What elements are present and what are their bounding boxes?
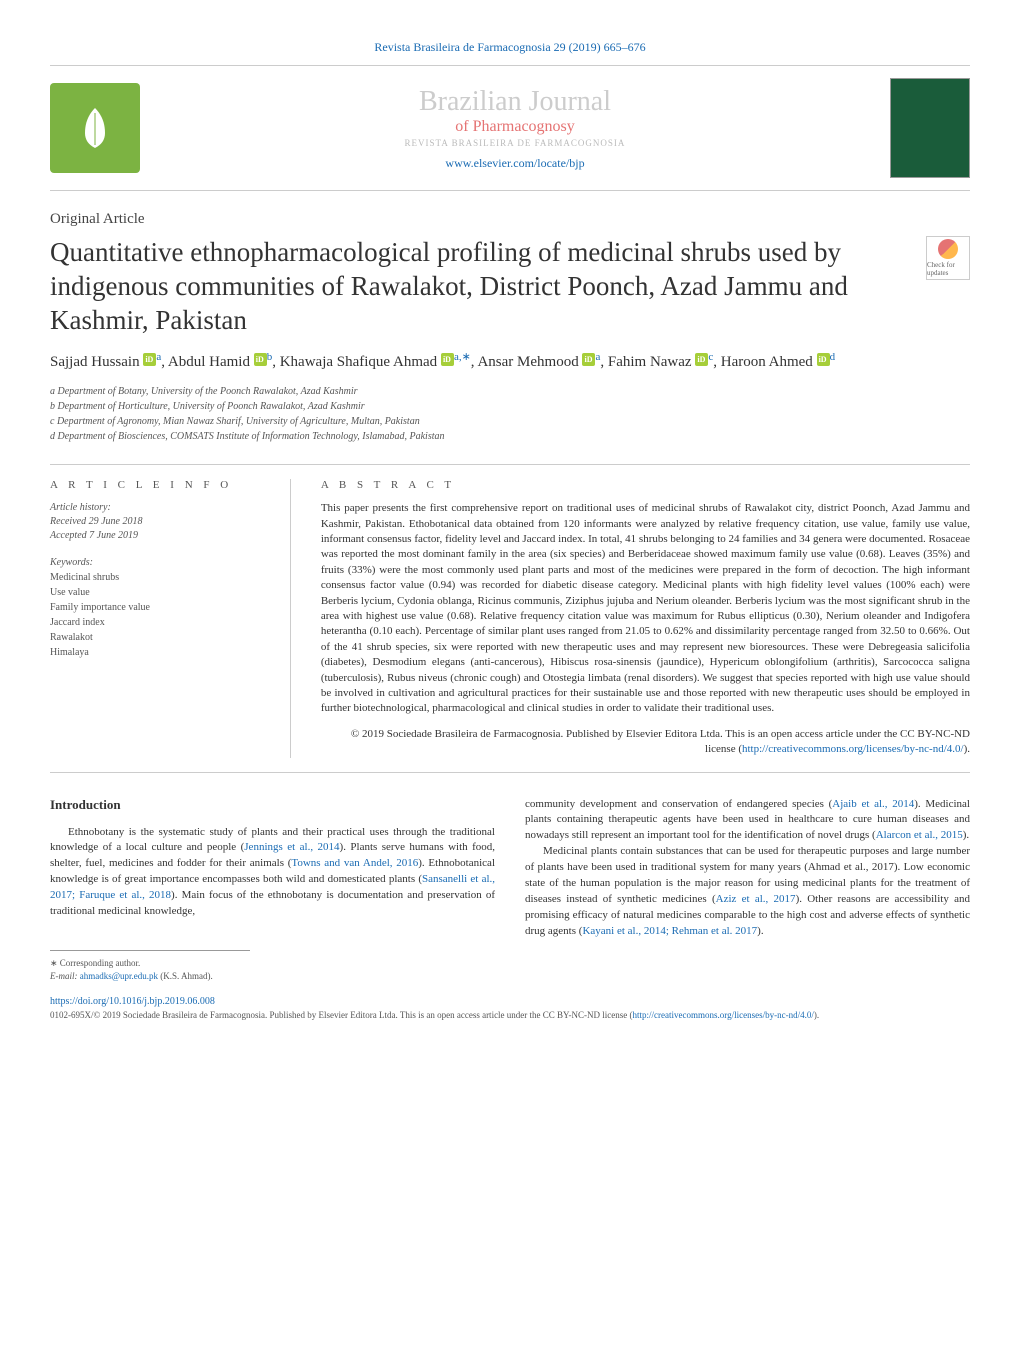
author-6: , Haroon Ahmed: [713, 354, 813, 370]
article-title: Quantitative ethnopharmacological profil…: [50, 236, 906, 337]
orcid-icon[interactable]: [695, 353, 708, 366]
journal-banner: Brazilian Journal of Pharmacognosy REVIS…: [50, 65, 970, 191]
journal-cover-thumb: [890, 78, 970, 178]
intro-left-col: Introduction Ethnobotany is the systemat…: [50, 797, 495, 983]
footer-cc-link[interactable]: http://creativecommons.org/licenses/by-n…: [633, 1010, 814, 1020]
author-3-aff: a,∗: [454, 351, 471, 363]
intro-heading: Introduction: [50, 797, 495, 813]
keyword: Family importance value: [50, 600, 270, 615]
author-5: , Fahim Nawaz: [600, 354, 691, 370]
corresp-star: ∗ Corresponding author.: [50, 957, 250, 970]
citation-link[interactable]: Kayani et al., 2014; Rehman et al. 2017: [582, 925, 757, 937]
intro-p3: Medicinal plants contain substances that…: [525, 844, 970, 940]
accepted-date: Accepted 7 June 2019: [50, 529, 270, 543]
banner-center: Brazilian Journal of Pharmacognosy REVIS…: [140, 86, 890, 171]
citation-line: Revista Brasileira de Farmacognosia 29 (…: [50, 40, 970, 55]
orcid-icon[interactable]: [143, 353, 156, 366]
author-2: , Abdul Hamid: [161, 354, 250, 370]
affiliation-c: c Department of Agronomy, Mian Nawaz Sha…: [50, 414, 970, 429]
author-3: , Khawaja Shafique Ahmad: [272, 354, 437, 370]
keyword: Medicinal shrubs: [50, 570, 270, 585]
article-history: Article history: Received 29 June 2018 A…: [50, 501, 270, 543]
journal-revista: REVISTA BRASILEIRA DE FARMACOGNOSIA: [140, 138, 890, 148]
orcid-icon[interactable]: [817, 353, 830, 366]
orcid-icon[interactable]: [254, 353, 267, 366]
text-span: ).: [963, 829, 969, 841]
footer-copy-end: ).: [814, 1010, 819, 1020]
affiliation-a: a Department of Botany, University of th…: [50, 384, 970, 399]
abstract-text: This paper presents the first comprehens…: [321, 501, 970, 716]
keywords-label: Keywords:: [50, 557, 270, 568]
text-span: ).: [757, 925, 763, 937]
received-date: Received 29 June 2018: [50, 515, 270, 529]
corresp-email-line: E-mail: ahmadks@upr.edu.pk (K.S. Ahmad).: [50, 970, 250, 983]
author-6-aff: d: [830, 351, 836, 363]
keyword: Use value: [50, 585, 270, 600]
affiliation-d: d Department of Biosciences, COMSATS Ins…: [50, 429, 970, 444]
crossmark-label: Check for updates: [927, 261, 969, 277]
keyword: Himalaya: [50, 645, 270, 660]
citation-link[interactable]: Ajaib et al., 2014: [832, 798, 914, 810]
footer-copy-text: 0102-695X/© 2019 Sociedade Brasileira de…: [50, 1010, 633, 1020]
intro-p2: community development and conservation o…: [525, 797, 970, 845]
author-4: , Ansar Mehmood: [471, 354, 579, 370]
leaf-icon: [70, 103, 120, 153]
intro-p1: Ethnobotany is the systematic study of p…: [50, 825, 495, 921]
citation-link[interactable]: Alarcon et al., 2015: [876, 829, 963, 841]
history-label: Article history:: [50, 501, 270, 515]
keyword: Jaccard index: [50, 615, 270, 630]
cc-link[interactable]: http://creativecommons.org/licenses/by-n…: [742, 743, 964, 755]
article-type: Original Article: [50, 211, 970, 228]
citation-link[interactable]: Aziz et al., 2017: [716, 893, 796, 905]
email-name: (K.S. Ahmad).: [158, 971, 213, 981]
text-span: community development and conservation o…: [525, 798, 832, 810]
society-logo: [50, 83, 140, 173]
locate-link[interactable]: www.elsevier.com/locate/bjp: [140, 156, 890, 171]
footer-copyright: 0102-695X/© 2019 Sociedade Brasileira de…: [50, 1009, 970, 1022]
keywords-list: Medicinal shrubs Use value Family import…: [50, 570, 270, 660]
orcid-icon[interactable]: [441, 353, 454, 366]
article-info-label: A R T I C L E I N F O: [50, 479, 270, 491]
copyright-end: ).: [964, 743, 970, 755]
author-1: Sajjad Hussain: [50, 354, 140, 370]
orcid-icon[interactable]: [582, 353, 595, 366]
email-link[interactable]: ahmadks@upr.edu.pk: [80, 971, 158, 981]
authors-line: Sajjad Hussain a, Abdul Hamid b, Khawaja…: [50, 349, 970, 374]
email-label: E-mail:: [50, 971, 80, 981]
keyword: Rawalakot: [50, 630, 270, 645]
abstract-copyright: © 2019 Sociedade Brasileira de Farmacogn…: [321, 727, 970, 758]
doi-link[interactable]: https://doi.org/10.1016/j.bjp.2019.06.00…: [50, 996, 970, 1007]
intro-section: Introduction Ethnobotany is the systemat…: [50, 797, 970, 983]
article-info-col: A R T I C L E I N F O Article history: R…: [50, 479, 291, 757]
info-abstract-row: A R T I C L E I N F O Article history: R…: [50, 464, 970, 772]
intro-right-col: community development and conservation o…: [525, 797, 970, 983]
journal-subtitle: of Pharmacognosy: [140, 118, 890, 136]
corresponding-author: ∗ Corresponding author. E-mail: ahmadks@…: [50, 950, 250, 982]
journal-name: Brazilian Journal: [140, 86, 890, 118]
affiliations: a Department of Botany, University of th…: [50, 384, 970, 444]
affiliation-b: b Department of Horticulture, University…: [50, 399, 970, 414]
citation-link[interactable]: Jennings et al., 2014: [244, 841, 339, 853]
crossmark-badge[interactable]: Check for updates: [926, 236, 970, 280]
abstract-col: A B S T R A C T This paper presents the …: [321, 479, 970, 757]
crossmark-icon: [938, 239, 958, 259]
citation-link[interactable]: Towns and van Andel, 2016: [291, 857, 418, 869]
abstract-label: A B S T R A C T: [321, 479, 970, 491]
